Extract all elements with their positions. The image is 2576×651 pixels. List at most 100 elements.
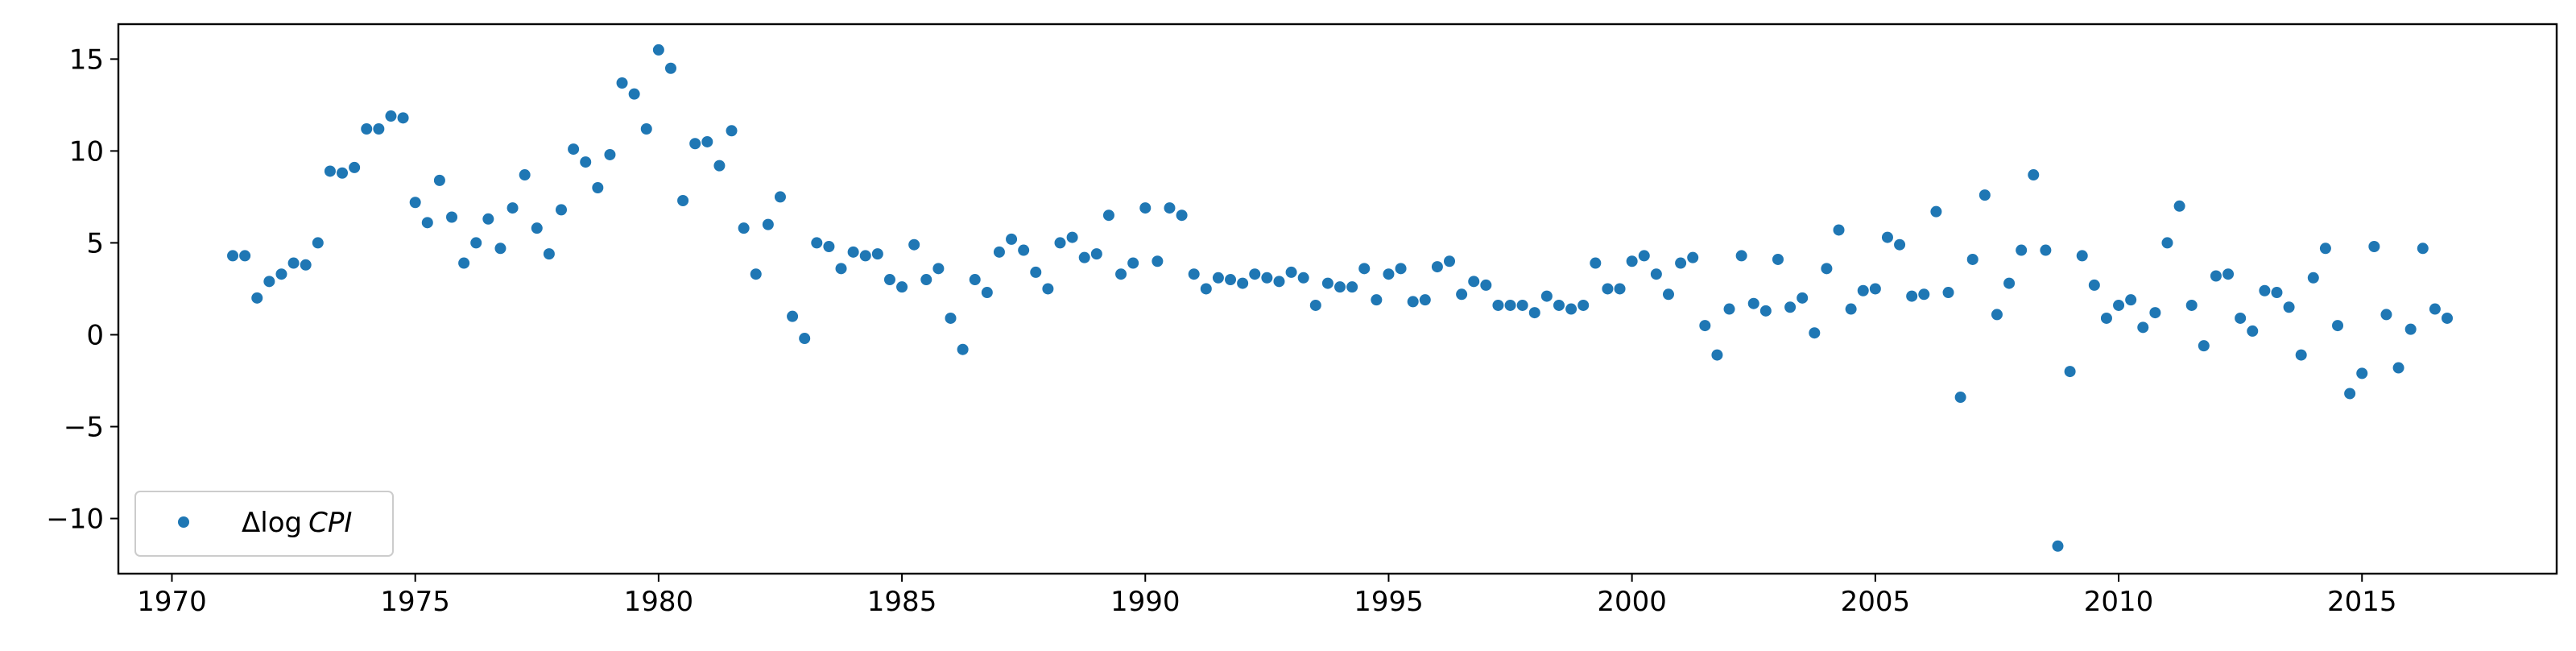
y-tick-label: 15 xyxy=(69,44,104,76)
data-point xyxy=(239,250,251,262)
data-point xyxy=(2442,312,2454,324)
legend-box xyxy=(134,491,394,557)
data-point xyxy=(811,237,823,249)
data-point xyxy=(1857,284,1869,296)
data-point xyxy=(993,246,1005,258)
data-point xyxy=(2028,169,2040,181)
data-point xyxy=(1626,255,1638,267)
data-point xyxy=(677,194,689,206)
data-point xyxy=(2235,312,2247,324)
x-axis: 1970 1975 1980 1985 1990 1995 2000 2005 2010 2015 xyxy=(137,574,2397,618)
data-point xyxy=(373,123,385,135)
data-point xyxy=(1930,205,1942,218)
data-point xyxy=(726,125,738,137)
data-point xyxy=(494,243,507,255)
data-point xyxy=(2222,268,2235,280)
data-point xyxy=(1821,263,1833,275)
data-point xyxy=(1723,303,1735,315)
data-point xyxy=(1638,250,1650,262)
data-point xyxy=(1906,290,1918,302)
data-point xyxy=(1966,253,1979,265)
data-point xyxy=(519,169,531,181)
data-point xyxy=(2295,349,2307,361)
data-point xyxy=(799,333,811,345)
data-point xyxy=(713,160,726,172)
data-point xyxy=(2076,250,2088,262)
data-point xyxy=(640,123,652,135)
data-point xyxy=(762,218,774,230)
data-point xyxy=(2100,312,2112,324)
data-point xyxy=(1468,276,1480,288)
data-point xyxy=(1152,255,1164,267)
data-point xyxy=(2356,367,2368,379)
data-point xyxy=(738,222,750,234)
data-point xyxy=(1772,253,1784,265)
data-point xyxy=(908,238,920,251)
data-point xyxy=(969,274,981,286)
data-point xyxy=(1894,238,1906,251)
data-point xyxy=(568,143,580,155)
data-point xyxy=(2307,272,2319,284)
data-point xyxy=(433,174,445,186)
data-point xyxy=(1480,279,1492,291)
data-point xyxy=(1577,299,1590,311)
data-point xyxy=(628,88,640,100)
data-point xyxy=(1066,231,1078,243)
x-tick-label: 1970 xyxy=(137,586,207,618)
data-point xyxy=(421,217,433,229)
data-point xyxy=(1212,272,1224,284)
data-point xyxy=(2064,366,2076,378)
data-point xyxy=(871,248,883,260)
data-point xyxy=(446,211,458,223)
data-point xyxy=(1090,248,1102,260)
data-point xyxy=(2259,284,2271,296)
data-point xyxy=(1078,251,1090,263)
data-point xyxy=(337,167,349,179)
data-point xyxy=(1456,288,1468,301)
legend-marker xyxy=(178,516,189,528)
data-point xyxy=(2149,307,2161,319)
x-tick-label: 2000 xyxy=(1597,586,1667,618)
data-point xyxy=(227,250,239,262)
data-point xyxy=(1516,299,1528,311)
data-point xyxy=(2429,303,2441,315)
data-point xyxy=(2210,270,2222,282)
data-point xyxy=(409,197,421,209)
data-point xyxy=(543,248,555,260)
data-point xyxy=(664,62,676,74)
data-point xyxy=(1687,251,1699,263)
data-point xyxy=(774,191,786,203)
data-point xyxy=(957,343,969,355)
data-point xyxy=(1225,274,1237,286)
data-point xyxy=(1565,303,1577,315)
data-point xyxy=(2040,244,2052,256)
data-point xyxy=(1139,202,1152,214)
data-point xyxy=(1030,266,1042,278)
data-point xyxy=(2417,243,2429,255)
data-point xyxy=(1881,231,1893,243)
data-point xyxy=(2247,325,2259,337)
data-point xyxy=(2185,299,2198,311)
data-point xyxy=(1273,276,1285,288)
data-point xyxy=(312,237,324,249)
data-point xyxy=(1371,294,1383,306)
data-point xyxy=(1444,255,1456,267)
data-point xyxy=(859,250,871,262)
data-point xyxy=(2332,320,2344,332)
data-point xyxy=(1018,244,1030,256)
data-point xyxy=(2404,323,2417,335)
data-point xyxy=(482,213,494,225)
data-point xyxy=(2052,540,2064,552)
data-point xyxy=(1237,277,1249,289)
data-point xyxy=(2113,299,2125,311)
y-tick-label: 5 xyxy=(86,227,104,259)
data-point xyxy=(1102,209,1114,222)
legend-label-prefix: Δlog xyxy=(242,507,302,539)
x-tick-label: 2010 xyxy=(2084,586,2154,618)
data-point xyxy=(1699,320,1711,332)
data-point xyxy=(1869,283,1881,295)
data-point xyxy=(580,156,592,168)
data-point xyxy=(787,310,799,322)
data-point xyxy=(1553,299,1565,311)
data-point xyxy=(616,77,628,89)
